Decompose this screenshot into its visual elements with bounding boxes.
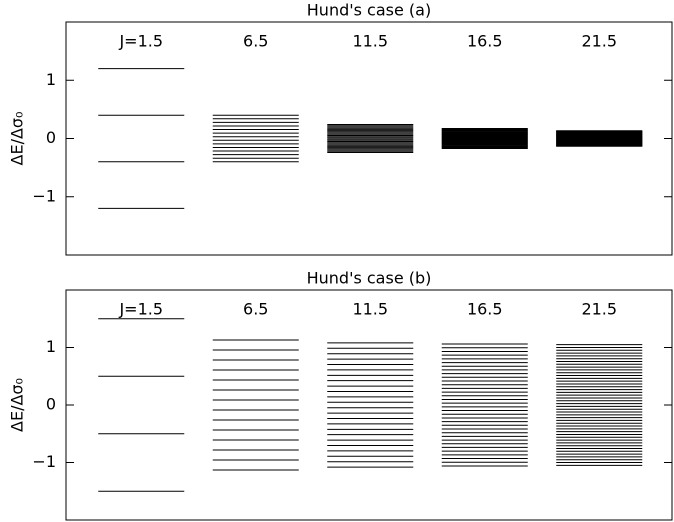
column-label: 21.5: [581, 300, 617, 319]
column-label: 6.5: [243, 300, 268, 319]
panel-title: Hund's case (b): [307, 269, 432, 288]
column-label: 21.5: [581, 32, 617, 51]
y-tick-label: 1: [46, 337, 56, 356]
column-label: 11.5: [352, 32, 388, 51]
y-tick-label: 0: [46, 395, 56, 414]
column-label: J=1.5: [118, 300, 163, 319]
y-tick-label: 1: [46, 70, 56, 89]
y-tick-label: −1: [32, 186, 56, 205]
panel-title: Hund's case (a): [307, 1, 431, 20]
column-label: J=1.5: [118, 32, 163, 51]
column-label: 11.5: [352, 300, 388, 319]
column-label: 16.5: [467, 32, 503, 51]
y-axis-label: ΔE/Δσ₀: [8, 112, 27, 166]
y-tick-label: −1: [32, 452, 56, 471]
column-label: 16.5: [467, 300, 503, 319]
y-axis-label: ΔE/Δσ₀: [8, 378, 27, 432]
column-label: 6.5: [243, 32, 268, 51]
y-tick-label: 0: [46, 128, 56, 147]
plot-frame: [65, 289, 673, 521]
